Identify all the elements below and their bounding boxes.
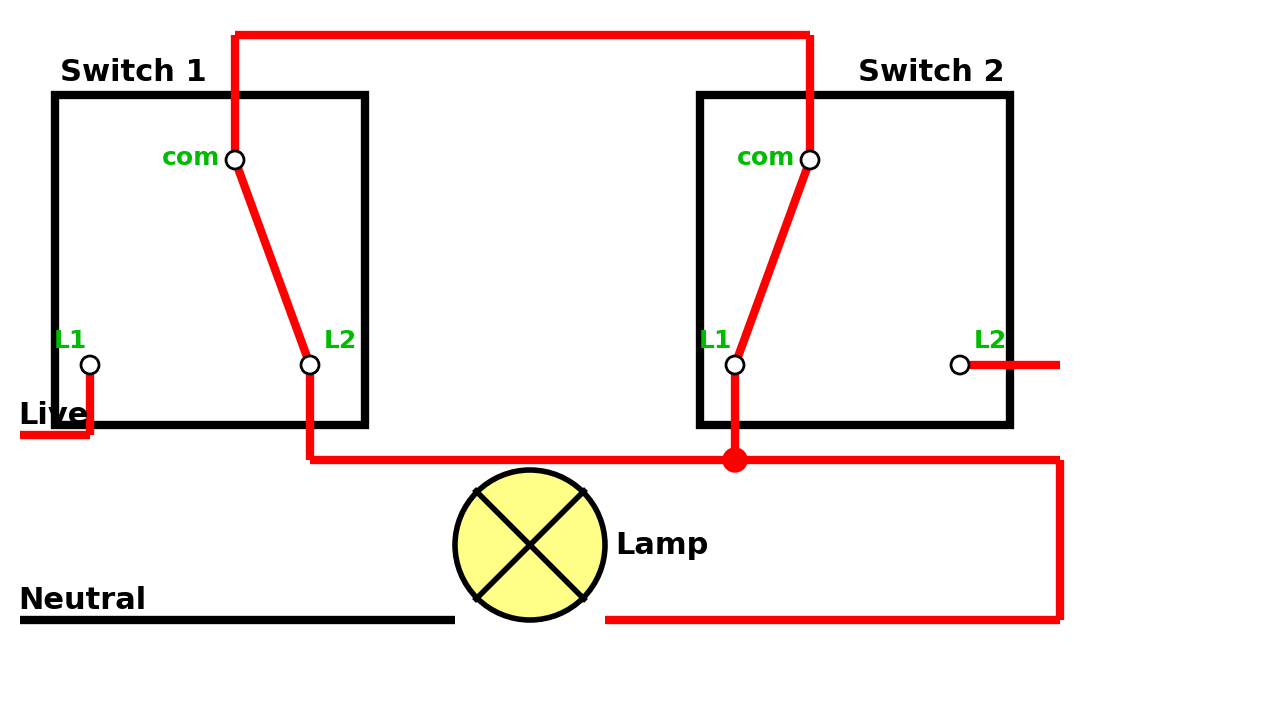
Circle shape bbox=[726, 356, 744, 374]
Text: L1: L1 bbox=[699, 329, 732, 353]
Text: Switch 1: Switch 1 bbox=[60, 58, 207, 87]
Circle shape bbox=[301, 356, 319, 374]
Circle shape bbox=[227, 151, 244, 169]
Circle shape bbox=[81, 356, 99, 374]
Circle shape bbox=[801, 151, 819, 169]
Circle shape bbox=[454, 470, 605, 620]
Text: com: com bbox=[736, 146, 795, 170]
Text: L2: L2 bbox=[324, 329, 357, 353]
Text: Lamp: Lamp bbox=[614, 531, 708, 559]
Text: com: com bbox=[161, 146, 220, 170]
Bar bbox=[55, 95, 365, 425]
Text: Live: Live bbox=[18, 401, 88, 430]
Text: Switch 2: Switch 2 bbox=[859, 58, 1005, 87]
Text: L2: L2 bbox=[974, 329, 1007, 353]
Text: Neutral: Neutral bbox=[18, 586, 146, 615]
Text: L1: L1 bbox=[54, 329, 87, 353]
Circle shape bbox=[723, 448, 748, 472]
Bar bbox=[700, 95, 1010, 425]
Circle shape bbox=[951, 356, 969, 374]
